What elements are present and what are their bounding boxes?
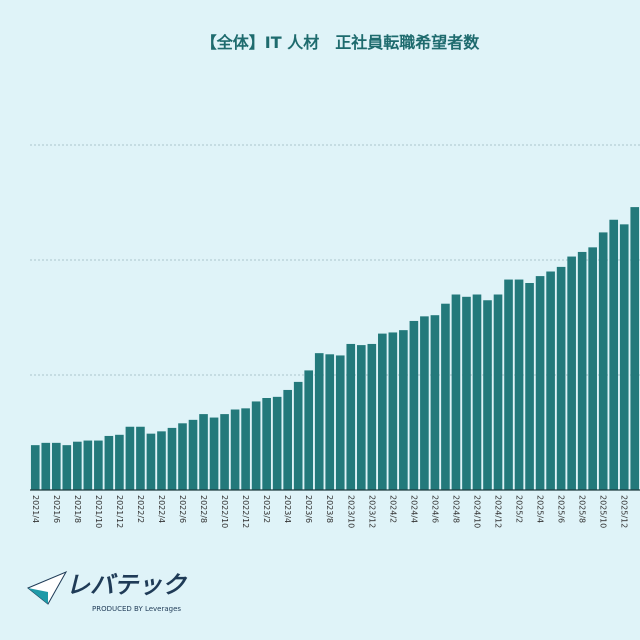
bar xyxy=(325,354,335,490)
bar xyxy=(104,435,114,490)
bar xyxy=(220,414,229,490)
bar xyxy=(199,414,208,490)
bar xyxy=(483,300,492,490)
bar xyxy=(567,256,576,490)
bar xyxy=(399,330,408,490)
logo-tagline: PRODUCED BY Leverages xyxy=(92,605,181,613)
bar xyxy=(609,219,619,490)
bar xyxy=(251,401,261,490)
logo: レバテック PRODUCED BY Leverages xyxy=(27,570,188,613)
bar xyxy=(272,396,282,490)
x-tick-label: 2021/4 xyxy=(31,495,40,523)
bar xyxy=(367,343,377,490)
bar xyxy=(493,294,503,490)
x-tick-label: 2025/8 xyxy=(578,495,587,523)
x-tick-label: 2023/2 xyxy=(262,495,271,523)
x-tick-label: 2025/10 xyxy=(599,495,608,528)
x-tick-label: 2025/6 xyxy=(557,495,566,523)
bar xyxy=(125,426,135,490)
bar xyxy=(598,232,608,490)
bar xyxy=(209,417,219,490)
bar xyxy=(62,445,72,490)
bar xyxy=(630,207,640,490)
bar xyxy=(577,251,587,490)
x-tick-label: 2025/12 xyxy=(620,495,629,528)
bar xyxy=(314,353,324,490)
bar xyxy=(157,431,166,490)
bar xyxy=(546,271,555,490)
bar xyxy=(378,333,387,490)
x-tick-label: 2024/8 xyxy=(451,495,460,523)
x-tick-label: 2023/12 xyxy=(367,495,376,528)
bar xyxy=(283,389,292,490)
x-tick-label: 2025/4 xyxy=(536,495,545,523)
bar xyxy=(30,445,40,490)
bar xyxy=(94,440,103,490)
bar xyxy=(388,332,398,490)
bar xyxy=(241,408,250,490)
x-tick-label: 2023/4 xyxy=(283,495,292,523)
x-tick-label: 2021/6 xyxy=(52,495,61,523)
x-tick-label: 2023/10 xyxy=(346,495,355,528)
bar xyxy=(535,276,545,490)
bar xyxy=(346,343,356,490)
bar xyxy=(335,355,345,490)
bar xyxy=(41,442,51,490)
bar xyxy=(356,345,366,490)
chart-title: 【全体】IT 人材 正社員転職希望者数 xyxy=(201,33,480,52)
bar xyxy=(51,442,61,490)
bar xyxy=(420,316,429,490)
logo-name: レバテック xyxy=(66,571,188,599)
x-tick-label: 2024/2 xyxy=(388,495,397,523)
x-tick-label: 2024/12 xyxy=(494,495,503,528)
bar xyxy=(304,370,314,490)
x-tick-label: 2022/2 xyxy=(136,495,145,523)
bar xyxy=(619,224,629,490)
bar xyxy=(262,398,271,490)
bar xyxy=(514,279,524,490)
x-tick-label: 2022/12 xyxy=(241,495,250,528)
bar xyxy=(504,279,513,490)
bar xyxy=(83,440,93,490)
x-tick-label: 2021/8 xyxy=(73,495,82,523)
x-tick-label: 2022/10 xyxy=(220,495,229,528)
x-tick-label: 2024/10 xyxy=(472,495,481,528)
bar xyxy=(430,315,440,490)
bar xyxy=(556,266,566,490)
bar xyxy=(136,426,145,490)
bar xyxy=(525,283,534,490)
bar xyxy=(451,294,461,490)
x-tick-label: 2024/6 xyxy=(430,495,439,523)
x-tick-label: 2023/6 xyxy=(304,495,313,523)
bar xyxy=(146,433,156,490)
x-tick-label: 2022/4 xyxy=(157,495,166,523)
bar xyxy=(293,381,303,490)
bar xyxy=(441,303,450,490)
bar xyxy=(472,294,482,490)
bar xyxy=(188,419,198,490)
bar xyxy=(178,423,187,490)
bar xyxy=(167,427,177,490)
x-tick-label: 2025/2 xyxy=(515,495,524,523)
bar xyxy=(588,247,597,490)
x-tick-label: 2022/6 xyxy=(178,495,187,523)
x-tick-label: 2023/8 xyxy=(325,495,334,523)
logo-icon-shade xyxy=(28,588,48,604)
x-tick-label: 2022/8 xyxy=(199,495,208,523)
bar xyxy=(230,409,240,490)
bar xyxy=(462,296,471,490)
x-tick-label: 2024/4 xyxy=(409,495,418,523)
bar xyxy=(73,441,82,490)
bar xyxy=(115,434,124,490)
x-tick-label: 2021/10 xyxy=(94,495,103,528)
bar xyxy=(409,320,419,490)
x-tick-label: 2021/12 xyxy=(115,495,124,528)
